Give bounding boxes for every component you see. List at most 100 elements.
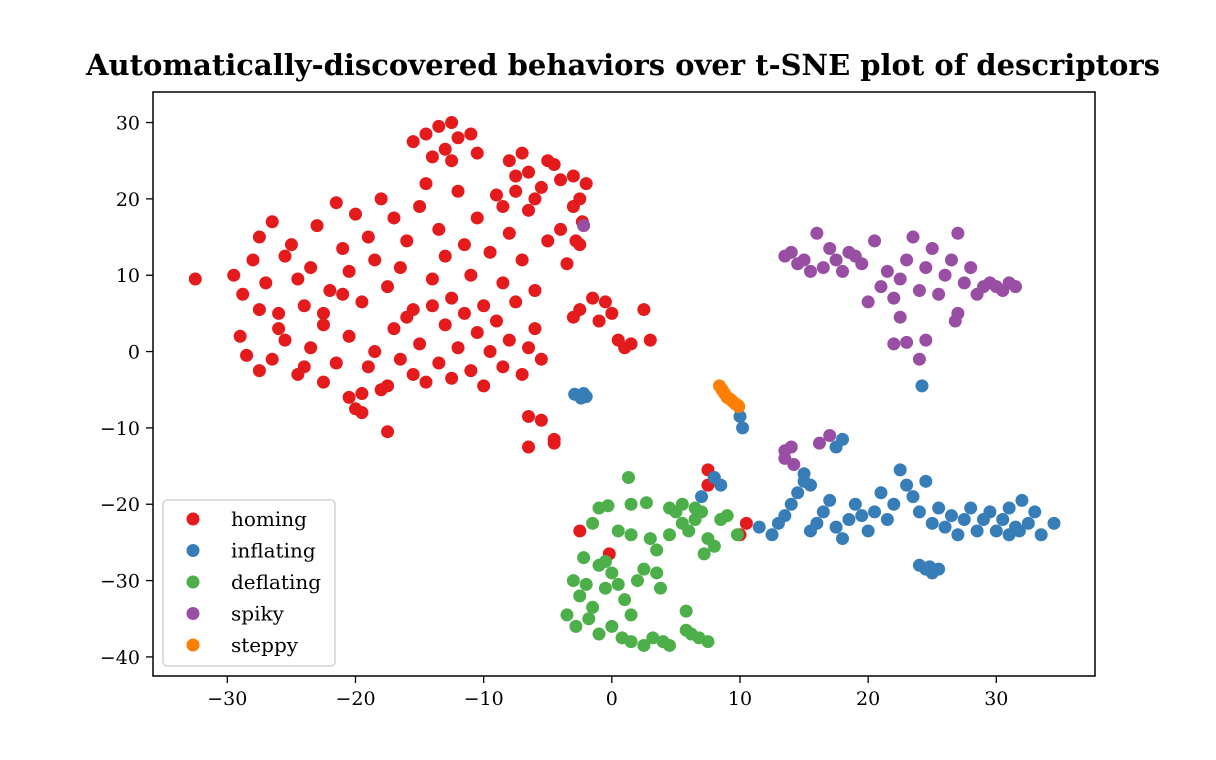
point-homing (407, 368, 420, 381)
point-spiky (810, 227, 823, 240)
point-spiky (926, 242, 939, 255)
point-homing (471, 211, 484, 224)
point-inflating (874, 486, 887, 499)
point-homing (355, 295, 368, 308)
point-homing (503, 154, 516, 167)
point-homing (573, 524, 586, 537)
point-deflating (682, 524, 695, 537)
point-inflating (983, 505, 996, 518)
point-inflating (1013, 524, 1026, 537)
point-homing (586, 292, 599, 305)
point-spiky (862, 295, 875, 308)
point-inflating (1047, 517, 1060, 530)
point-spiky (907, 231, 920, 244)
point-spiky (900, 253, 913, 266)
point-spiky (945, 253, 958, 266)
point-homing (432, 120, 445, 133)
point-homing (541, 154, 554, 167)
point-homing (509, 169, 522, 182)
point-spiky (577, 219, 590, 232)
point-deflating (654, 582, 667, 595)
point-homing (234, 330, 247, 343)
point-inflating (714, 479, 727, 492)
point-deflating (582, 612, 595, 625)
point-homing (330, 357, 343, 370)
point-homing (560, 257, 573, 270)
point-inflating (951, 528, 964, 541)
point-homing (413, 200, 426, 213)
point-homing (189, 273, 202, 286)
point-homing (368, 345, 381, 358)
point-deflating (650, 566, 663, 579)
point-homing (227, 269, 240, 282)
point-homing (336, 242, 349, 255)
point-deflating (599, 555, 612, 568)
point-inflating (900, 479, 913, 492)
point-homing (304, 341, 317, 354)
point-spiky (913, 353, 926, 366)
point-homing (535, 414, 548, 427)
point-inflating (1028, 505, 1041, 518)
point-homing (343, 330, 356, 343)
point-homing (567, 311, 580, 324)
point-spiky (778, 444, 791, 457)
point-homing (413, 337, 426, 350)
point-inflating (939, 521, 952, 534)
point-homing (522, 204, 535, 217)
y-tick-label: −10 (100, 418, 140, 440)
point-homing (490, 315, 503, 328)
point-spiky (868, 234, 881, 247)
point-homing (522, 341, 535, 354)
point-homing (317, 376, 330, 389)
point-homing (522, 166, 535, 179)
point-homing (496, 200, 509, 213)
point-deflating (644, 532, 657, 545)
point-homing (490, 189, 503, 202)
point-homing (272, 307, 285, 320)
point-inflating (830, 521, 843, 534)
point-inflating (736, 421, 749, 434)
legend-label-steppy: steppy (231, 633, 299, 657)
point-homing (580, 177, 593, 190)
point-deflating (612, 524, 625, 537)
y-tick-label: 0 (128, 342, 140, 364)
x-tick-label: 0 (606, 688, 618, 710)
point-homing (362, 231, 375, 244)
legend-marker-spiky (187, 607, 200, 620)
point-homing (330, 196, 343, 209)
y-tick-label: −30 (100, 571, 140, 593)
point-deflating (599, 582, 612, 595)
point-homing (355, 406, 368, 419)
point-inflating (695, 490, 708, 503)
point-homing (439, 250, 452, 263)
point-deflating (625, 498, 638, 511)
point-homing (426, 150, 439, 163)
legend-label-inflating: inflating (231, 539, 316, 563)
point-homing (336, 288, 349, 301)
point-deflating (680, 605, 693, 618)
point-homing (548, 437, 561, 450)
point-spiky (887, 292, 900, 305)
point-homing (381, 425, 394, 438)
point-homing (452, 185, 465, 198)
point-deflating (676, 498, 689, 511)
point-inflating (791, 486, 804, 499)
point-homing (445, 154, 458, 167)
point-deflating (586, 601, 599, 614)
point-homing (484, 246, 497, 259)
point-homing (394, 353, 407, 366)
point-deflating (625, 635, 638, 648)
point-homing (343, 265, 356, 278)
point-inflating (798, 467, 811, 480)
point-homing (618, 341, 631, 354)
point-spiky (932, 288, 945, 301)
point-deflating (618, 593, 631, 606)
point-inflating (923, 560, 936, 573)
point-inflating (842, 513, 855, 526)
point-homing (375, 383, 388, 396)
point-inflating (836, 532, 849, 545)
point-homing (419, 127, 432, 140)
x-tick-label: 20 (856, 688, 880, 710)
point-homing (362, 360, 375, 373)
point-homing (477, 299, 490, 312)
